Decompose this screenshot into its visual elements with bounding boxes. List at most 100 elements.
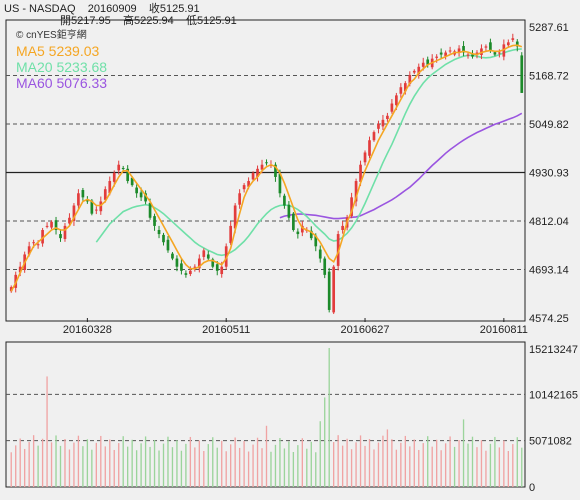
candle-body — [251, 172, 255, 180]
volume-y-tick-label: 0 — [529, 482, 535, 494]
price-x-tick-label: 20160328 — [63, 324, 112, 336]
price-x-tick-label: 20160511 — [202, 324, 250, 336]
volume-panel: 15213247 10142165 5071082 0 — [5, 341, 578, 494]
watermark: © cnYES鉅亨網 — [16, 28, 87, 41]
candle-body — [363, 152, 367, 163]
price-grid — [6, 74, 525, 322]
candle-body — [390, 103, 394, 112]
ma20-layer — [95, 48, 522, 257]
candle-body — [121, 167, 125, 169]
candle-body — [314, 235, 318, 247]
candle-body — [32, 242, 35, 244]
candle-body — [27, 246, 31, 255]
legend-ma60: MA60 5076.33 — [16, 75, 107, 91]
candle-body — [238, 193, 241, 205]
candle-body — [489, 42, 492, 51]
chart-header: US - NASDAQ 20160909 收5125.91 開5217.95 高… — [4, 1, 237, 41]
candle-body — [403, 83, 407, 92]
candle-body — [439, 52, 443, 55]
candle-body — [381, 119, 385, 127]
candle-body — [498, 52, 501, 54]
legend-ma20: MA20 5233.68 — [16, 59, 107, 75]
candle-body — [117, 164, 121, 171]
candle-body — [63, 225, 67, 239]
candle-body — [175, 258, 179, 267]
candle-body — [220, 266, 224, 275]
candle-body — [426, 59, 430, 65]
volume-y-tick-label: 10142165 — [529, 389, 578, 401]
price-x-tick-label: 20160627 — [341, 324, 390, 336]
header-line1: US - NASDAQ 20160909 收5125.91 — [4, 1, 200, 15]
candle-body — [386, 115, 389, 120]
candle-body — [211, 259, 215, 267]
candle-body — [395, 95, 398, 106]
candle-body — [157, 229, 161, 235]
candle-body — [184, 273, 188, 275]
candle-body — [359, 164, 362, 182]
candle-body — [153, 216, 156, 226]
candle-body — [72, 205, 76, 222]
price-y-ticks: 5287.61 5168.72 5049.82 4930.93 4812.04 4693.… — [529, 22, 569, 325]
price-y-tick-label: 5168.72 — [529, 70, 569, 82]
candle-body — [265, 162, 268, 164]
candle-body — [18, 266, 22, 273]
volume-y-tick-label: 15213247 — [529, 344, 578, 356]
ma60-line — [279, 112, 523, 220]
candle-body — [300, 225, 304, 233]
ma5-line — [10, 44, 523, 292]
candle-body — [318, 249, 322, 259]
candle-body — [9, 287, 13, 292]
candle-body — [202, 250, 206, 257]
candle-body — [274, 164, 277, 177]
candle-body — [139, 192, 143, 198]
candle-body — [421, 62, 425, 67]
price-y-tick-label: 4574.25 — [529, 313, 569, 325]
candle-body — [484, 46, 488, 48]
ma20-line — [95, 48, 522, 257]
candle-body — [242, 185, 246, 190]
candle-body — [377, 123, 380, 129]
candle-body — [189, 270, 192, 275]
candle-body — [278, 173, 282, 194]
candle-body — [180, 263, 183, 271]
price-panel: 5287.61 5168.72 5049.82 4930.93 4812.04 4693.… — [5, 19, 569, 336]
price-y-tick-label: 5287.61 — [529, 22, 569, 34]
candle-body — [448, 50, 452, 52]
candle-body — [247, 181, 250, 187]
candle-body — [77, 193, 80, 206]
header-line2: 開5217.95 高5225.94 低5125.91 — [60, 13, 237, 27]
candle-body — [444, 52, 447, 57]
candle-body — [126, 168, 130, 182]
candle-body — [86, 199, 89, 202]
volume-bars — [10, 348, 523, 487]
candle-body — [260, 164, 264, 170]
legend-ma5: MA5 5239.03 — [16, 43, 99, 59]
volume-y-ticks: 15213247 10142165 5071082 0 — [529, 344, 578, 494]
candle-body — [94, 209, 98, 211]
candle-body — [166, 239, 170, 251]
candle-body — [417, 66, 421, 75]
candle-body — [457, 48, 461, 53]
candle-body — [511, 38, 515, 40]
candle-body — [197, 258, 201, 269]
candle-body — [99, 201, 103, 212]
candle-body — [475, 52, 479, 54]
candle-body — [59, 234, 62, 239]
candle-body — [256, 168, 259, 177]
candle-body — [287, 204, 291, 218]
candle-body — [54, 220, 58, 230]
price-y-tick-label: 4930.93 — [529, 168, 569, 180]
candle-body — [372, 132, 376, 141]
price-x-ticks: 20160328 20160511 20160627 20160811 — [63, 324, 528, 336]
candle-body — [399, 87, 403, 94]
candles — [9, 33, 524, 315]
candle-body — [435, 56, 439, 58]
candle-body — [412, 70, 416, 73]
volume-plot-area — [5, 341, 526, 488]
candle-body — [162, 234, 165, 243]
candle-body — [493, 52, 497, 55]
price-y-tick-label: 4693.14 — [529, 265, 569, 277]
ma5-layer — [10, 44, 523, 292]
candle-body — [215, 264, 219, 271]
candle-body — [466, 54, 470, 56]
